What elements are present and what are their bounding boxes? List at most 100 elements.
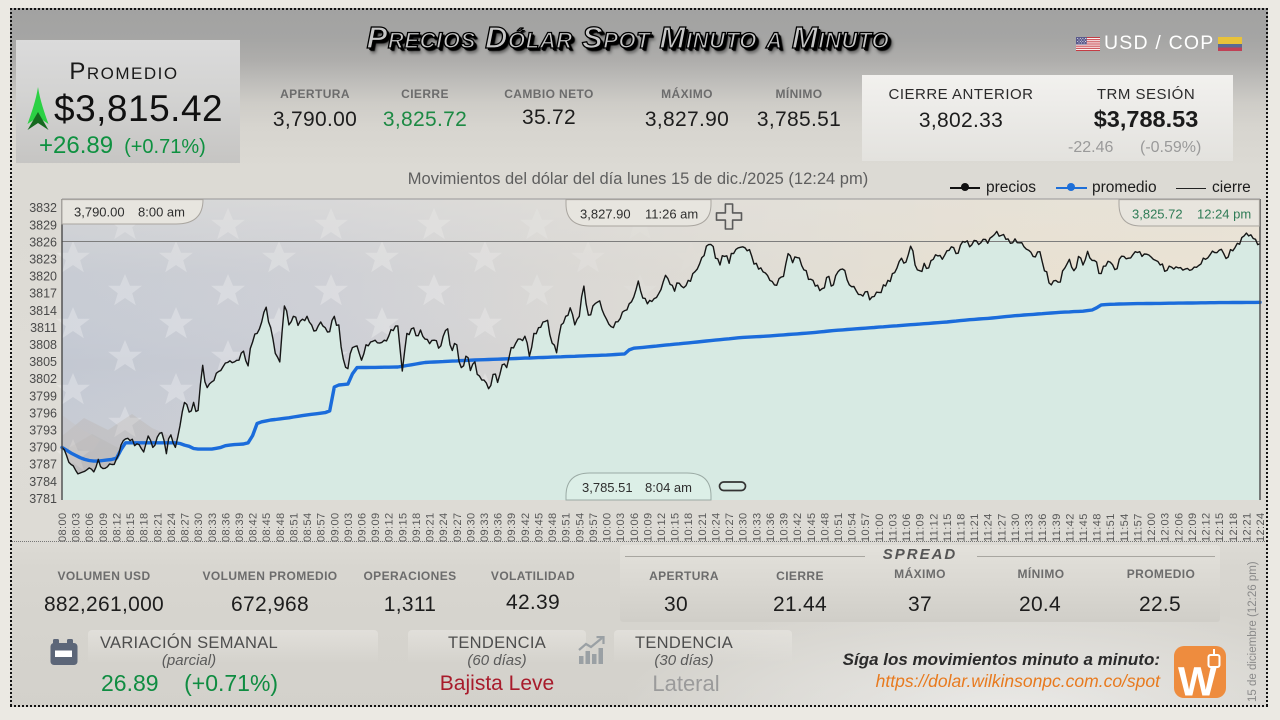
svg-text:10:48: 10:48 — [819, 512, 831, 542]
svg-text:11:39: 11:39 — [1051, 513, 1063, 542]
svg-text:10:51: 10:51 — [833, 512, 845, 542]
svg-text:3,827.90: 3,827.90 — [580, 207, 631, 222]
svg-text:11:21: 11:21 — [969, 513, 981, 542]
svg-text:10:00: 10:00 — [602, 512, 614, 542]
svg-text:09:12: 09:12 — [384, 512, 396, 542]
svg-text:10:27: 10:27 — [724, 512, 736, 542]
svg-text:8:00 am: 8:00 am — [138, 205, 185, 220]
svg-text:09:18: 09:18 — [411, 512, 423, 542]
svg-text:09:27: 09:27 — [452, 512, 464, 542]
svg-text:3,825.72: 3,825.72 — [1132, 207, 1183, 222]
svg-text:11:26 am: 11:26 am — [645, 207, 698, 222]
svg-text:10:39: 10:39 — [779, 512, 791, 542]
svg-text:11:42: 11:42 — [1064, 513, 1076, 542]
svg-text:12:18: 12:18 — [1228, 512, 1240, 542]
svg-text:8:04 am: 8:04 am — [645, 480, 692, 495]
svg-text:10:12: 10:12 — [656, 512, 668, 542]
svg-text:3814: 3814 — [29, 304, 57, 318]
svg-text:3,785.51: 3,785.51 — [582, 480, 633, 495]
svg-text:3799: 3799 — [29, 389, 57, 403]
svg-text:3817: 3817 — [29, 287, 57, 301]
svg-text:09:48: 09:48 — [547, 512, 559, 542]
svg-text:09:15: 09:15 — [397, 512, 409, 542]
svg-text:11:54: 11:54 — [1119, 513, 1131, 542]
svg-text:09:54: 09:54 — [574, 512, 586, 542]
svg-text:11:36: 11:36 — [1037, 513, 1049, 542]
svg-text:3820: 3820 — [29, 270, 57, 284]
svg-text:3823: 3823 — [29, 253, 57, 267]
svg-text:09:57: 09:57 — [588, 512, 600, 542]
svg-text:12:00: 12:00 — [1146, 512, 1158, 542]
svg-text:11:48: 11:48 — [1092, 513, 1104, 542]
svg-text:11:06: 11:06 — [901, 513, 913, 542]
svg-text:08:42: 08:42 — [248, 512, 260, 542]
svg-text:3802: 3802 — [29, 372, 57, 386]
svg-text:09:21: 09:21 — [425, 512, 437, 542]
svg-text:08:09: 08:09 — [98, 512, 110, 542]
svg-text:09:42: 09:42 — [520, 512, 532, 542]
svg-text:09:45: 09:45 — [534, 512, 546, 542]
svg-text:10:57: 10:57 — [860, 512, 872, 542]
svg-text:W: W — [1178, 659, 1217, 699]
svg-text:12:24: 12:24 — [1255, 512, 1267, 542]
svg-text:09:00: 09:00 — [329, 512, 341, 542]
svg-text:08:33: 08:33 — [207, 512, 219, 542]
svg-text:11:27: 11:27 — [996, 513, 1008, 542]
svg-text:3787: 3787 — [29, 458, 57, 472]
svg-text:3829: 3829 — [29, 218, 57, 232]
svg-text:3805: 3805 — [29, 355, 57, 369]
svg-text:08:51: 08:51 — [288, 512, 300, 542]
svg-text:10:03: 10:03 — [615, 512, 627, 542]
svg-text:11:15: 11:15 — [942, 513, 954, 542]
svg-text:08:03: 08:03 — [71, 512, 83, 542]
svg-text:11:30: 11:30 — [1010, 513, 1022, 542]
svg-text:08:06: 08:06 — [84, 512, 96, 542]
svg-text:3,790.00: 3,790.00 — [74, 205, 125, 220]
svg-text:3781: 3781 — [29, 492, 57, 506]
svg-text:11:12: 11:12 — [928, 513, 940, 542]
svg-text:10:54: 10:54 — [847, 512, 859, 542]
svg-text:08:24: 08:24 — [166, 512, 178, 542]
svg-text:08:36: 08:36 — [220, 512, 232, 542]
svg-text:3826: 3826 — [29, 235, 57, 249]
svg-text:09:33: 09:33 — [479, 512, 491, 542]
svg-text:10:45: 10:45 — [806, 512, 818, 542]
svg-text:08:39: 08:39 — [234, 512, 246, 542]
svg-text:09:06: 09:06 — [357, 512, 369, 542]
svg-text:12:03: 12:03 — [1160, 512, 1172, 542]
svg-text:08:15: 08:15 — [125, 512, 137, 542]
svg-text:11:33: 11:33 — [1024, 513, 1036, 542]
svg-text:3808: 3808 — [29, 338, 57, 352]
svg-text:11:24: 11:24 — [983, 513, 995, 542]
svg-text:12:21: 12:21 — [1241, 512, 1253, 542]
svg-text:08:30: 08:30 — [193, 512, 205, 542]
svg-text:08:12: 08:12 — [112, 512, 124, 542]
svg-text:09:39: 09:39 — [506, 512, 518, 542]
svg-text:08:45: 08:45 — [261, 512, 273, 542]
svg-text:08:48: 08:48 — [275, 512, 287, 542]
svg-text:10:21: 10:21 — [697, 512, 709, 542]
svg-text:3832: 3832 — [29, 201, 57, 215]
svg-text:12:15: 12:15 — [1214, 512, 1226, 542]
svg-text:3811: 3811 — [30, 321, 57, 335]
svg-text:11:51: 11:51 — [1105, 513, 1117, 542]
svg-text:12:12: 12:12 — [1201, 512, 1213, 542]
svg-text:08:21: 08:21 — [152, 512, 164, 542]
svg-text:08:00: 08:00 — [57, 512, 69, 542]
svg-text:11:45: 11:45 — [1078, 513, 1090, 542]
svg-text:09:51: 09:51 — [561, 512, 573, 542]
svg-text:09:09: 09:09 — [370, 512, 382, 542]
svg-text:12:09: 12:09 — [1187, 512, 1199, 542]
svg-text:09:24: 09:24 — [438, 512, 450, 542]
svg-text:09:36: 09:36 — [493, 512, 505, 542]
svg-text:11:00: 11:00 — [874, 513, 886, 542]
svg-text:11:09: 11:09 — [915, 513, 927, 542]
svg-text:09:03: 09:03 — [343, 512, 355, 542]
svg-text:11:03: 11:03 — [887, 513, 899, 542]
svg-text:08:27: 08:27 — [180, 512, 192, 542]
svg-text:10:09: 10:09 — [642, 512, 654, 542]
svg-text:3793: 3793 — [29, 424, 57, 438]
svg-text:10:42: 10:42 — [792, 512, 804, 542]
svg-text:10:30: 10:30 — [738, 512, 750, 542]
svg-text:10:18: 10:18 — [683, 512, 695, 542]
